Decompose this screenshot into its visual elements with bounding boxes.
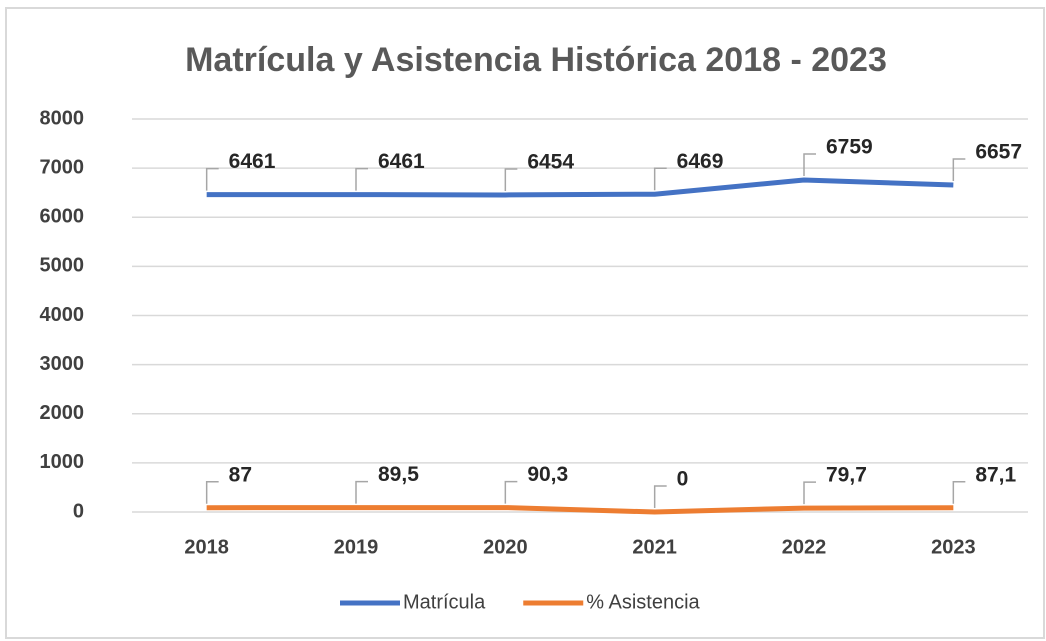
leader-line	[653, 167, 667, 191]
leader-line	[803, 481, 816, 505]
x-tick-label: 2022	[782, 536, 827, 558]
legend-label: % Asistencia	[586, 591, 700, 613]
x-tick-label: 2019	[334, 536, 379, 558]
series-line	[206, 177, 954, 198]
series-line	[206, 505, 954, 515]
chart-border	[5, 7, 1045, 639]
leader-line	[653, 485, 667, 508]
x-tick-label: 2023	[931, 536, 976, 558]
leader-line	[952, 480, 966, 504]
y-tick-label: 5000	[40, 255, 85, 277]
data-label: 89,5	[378, 463, 419, 486]
leader-line	[504, 480, 518, 504]
data-label: 79,7	[826, 464, 867, 487]
data-label: 6657	[975, 141, 1022, 164]
leader-line	[952, 158, 966, 181]
data-label: 90,3	[527, 463, 568, 486]
data-label: 6759	[826, 136, 873, 159]
y-tick-label: 8000	[40, 107, 85, 129]
y-tick-label: 2000	[40, 402, 85, 424]
data-label: 6461	[378, 150, 425, 173]
legend-label: Matrícula	[403, 591, 486, 613]
y-tick-label: 3000	[40, 353, 85, 375]
leader-line	[205, 480, 219, 504]
data-label: 6469	[677, 150, 724, 173]
leader-line	[504, 168, 518, 191]
data-label: 87,1	[975, 463, 1016, 486]
leader-line	[355, 480, 368, 504]
data-label: 0	[677, 468, 689, 491]
y-tick-label: 1000	[40, 451, 85, 473]
y-tick-label: 0	[73, 500, 84, 522]
data-label: 6454	[527, 150, 574, 173]
data-label: 87	[229, 463, 252, 486]
leader-line	[355, 167, 368, 191]
x-tick-label: 2021	[632, 536, 677, 558]
x-tick-label: 2018	[184, 536, 229, 558]
chart-title: Matrícula y Asistencia Histórica 2018 - …	[185, 41, 887, 79]
x-tick-label: 2020	[483, 536, 528, 558]
leader-line	[803, 153, 816, 176]
data-label: 6461	[229, 150, 276, 173]
y-tick-label: 7000	[40, 156, 85, 178]
leader-line	[205, 167, 219, 191]
y-tick-label: 6000	[40, 206, 85, 228]
y-tick-label: 4000	[40, 304, 85, 326]
